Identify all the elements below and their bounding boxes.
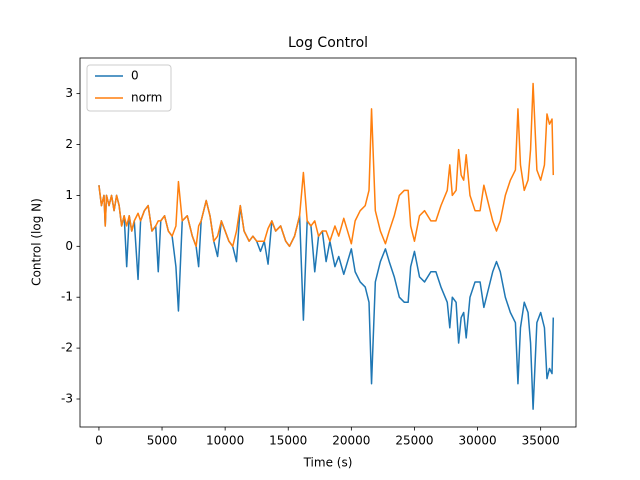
chart-title: Log Control [288, 35, 368, 51]
legend-label: norm [131, 91, 162, 105]
x-tick-label: 35000 [522, 434, 560, 448]
y-tick-label: 2 [65, 137, 73, 151]
x-tick-label: 30000 [458, 434, 496, 448]
x-tick-label: 10000 [206, 434, 244, 448]
x-tick-label: 25000 [395, 434, 433, 448]
x-tick-label: 20000 [332, 434, 370, 448]
x-tick-label: 5000 [147, 434, 178, 448]
plot-frame [79, 57, 577, 428]
y-tick-label: -3 [61, 392, 73, 406]
y-tick-label: 1 [65, 188, 73, 202]
series-line [98, 82, 555, 248]
y-tick-label: -2 [61, 341, 73, 355]
y-tick-label: 3 [65, 86, 73, 100]
y-tick-label: -1 [61, 290, 73, 304]
x-axis-label: Time (s) [303, 456, 353, 470]
legend-label: 0 [131, 69, 139, 83]
plot-lines [98, 82, 555, 410]
y-axis-label: Control (log N) [30, 198, 44, 286]
x-tick-label: 0 [95, 434, 103, 448]
x-tick-label: 15000 [269, 434, 307, 448]
y-tick-label: 0 [65, 239, 73, 253]
